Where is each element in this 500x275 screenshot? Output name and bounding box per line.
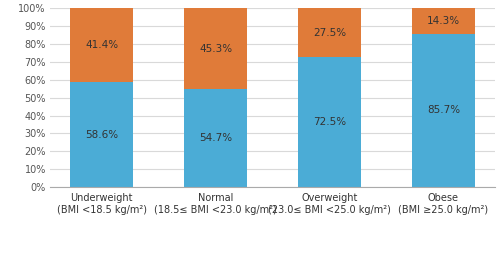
Bar bbox=[184, 8, 247, 89]
Text: 58.6%: 58.6% bbox=[85, 130, 118, 140]
Bar bbox=[298, 57, 361, 187]
Text: 72.5%: 72.5% bbox=[313, 117, 346, 127]
Text: 54.7%: 54.7% bbox=[199, 133, 232, 143]
Bar bbox=[70, 8, 133, 82]
Text: 41.4%: 41.4% bbox=[85, 40, 118, 50]
Text: 27.5%: 27.5% bbox=[313, 28, 346, 38]
Text: 14.3%: 14.3% bbox=[427, 16, 460, 26]
Bar bbox=[70, 82, 133, 187]
Bar bbox=[412, 34, 475, 187]
Text: 45.3%: 45.3% bbox=[199, 44, 232, 54]
Text: 85.7%: 85.7% bbox=[427, 105, 460, 116]
Bar bbox=[298, 8, 361, 57]
Bar bbox=[184, 89, 247, 187]
Bar bbox=[412, 8, 475, 34]
